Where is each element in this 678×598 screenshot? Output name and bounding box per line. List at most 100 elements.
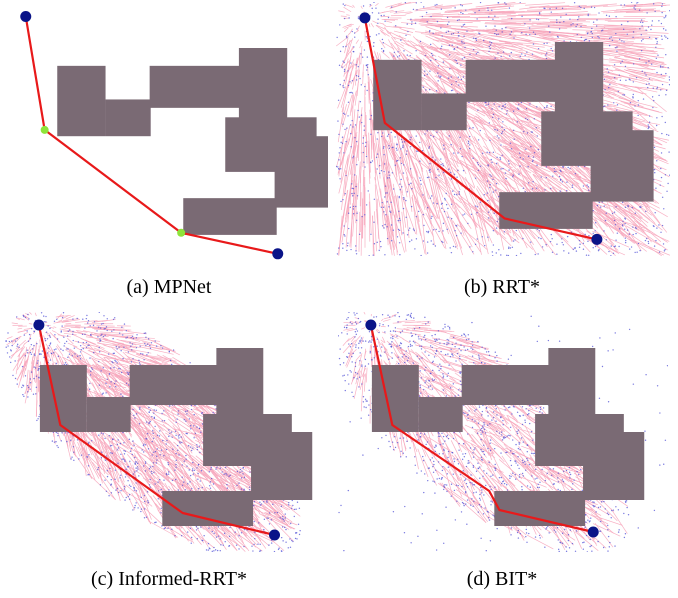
sample-point [131, 349, 133, 351]
tree-edge [373, 140, 377, 181]
sample-point [128, 438, 131, 441]
sample-point [437, 65, 440, 67]
sample-point [602, 29, 604, 31]
tree-edge [621, 43, 662, 46]
sample-point [342, 46, 344, 48]
tree-edge [376, 24, 386, 30]
sample-point [659, 65, 662, 67]
sample-point [559, 179, 562, 181]
sample-point [616, 232, 619, 234]
sample-point [35, 393, 37, 395]
sample-point [23, 395, 25, 398]
sample-point [406, 150, 408, 152]
tree-edge [422, 185, 431, 225]
obstacle [421, 93, 467, 131]
sample-point [362, 5, 365, 7]
sample-point [563, 40, 565, 42]
sample-point [485, 25, 487, 27]
sample-point [630, 2, 633, 3]
sample-point [409, 168, 412, 170]
sample-point [443, 148, 445, 150]
sample-point [138, 408, 141, 410]
sample-point [432, 32, 434, 35]
sample-point [168, 471, 170, 473]
tree-edge [138, 481, 160, 510]
tree-edge [410, 168, 421, 209]
sample-point [123, 485, 126, 488]
sample-point [549, 240, 552, 243]
caption-rrt-star: (b) RRT* [463, 276, 540, 298]
tree-edge [77, 441, 87, 464]
sample-point [463, 23, 466, 26]
tree-edge [551, 22, 588, 26]
sample-point [357, 109, 359, 112]
sample-point [660, 89, 662, 91]
tree-edge [94, 358, 128, 366]
tree-edge [510, 163, 540, 192]
sample-point [620, 62, 622, 64]
sample-point [639, 28, 641, 30]
tree-edge [618, 60, 659, 68]
sample-point [121, 326, 123, 328]
sample-point [558, 175, 561, 178]
tree-edge [118, 462, 139, 491]
sample-point [494, 128, 496, 131]
sample-point [605, 212, 607, 214]
tree-edge [588, 33, 629, 40]
sample-point [645, 29, 647, 31]
tree-edge [337, 86, 347, 109]
sample-point [67, 356, 69, 359]
tree-edge [358, 211, 360, 252]
tree-edge [17, 327, 23, 330]
sample-point [112, 337, 114, 340]
sample-point [494, 32, 496, 35]
tree-edge [602, 10, 643, 14]
tree-edge [360, 46, 363, 65]
sample-point [385, 214, 387, 216]
tree-edge [156, 354, 182, 367]
sample-point [342, 85, 344, 87]
sample-point [604, 219, 607, 222]
sample-point [148, 484, 151, 486]
sample-point [484, 244, 486, 247]
sample-point [97, 466, 100, 469]
tree-edge [406, 179, 425, 216]
tree-edge [35, 400, 38, 417]
sample-point [525, 33, 527, 36]
sample-point [434, 245, 437, 247]
tree-edge [6, 336, 13, 340]
sample-point [135, 346, 138, 349]
tree-edge [389, 31, 401, 38]
sample-point [294, 537, 297, 540]
sample-point [537, 18, 540, 21]
sample-point [631, 206, 633, 209]
sample-point [624, 65, 627, 68]
goal-node [272, 248, 284, 260]
tree-edge [474, 40, 502, 53]
tree-edge [594, 29, 635, 32]
tree-edge [460, 149, 476, 188]
tree-edge [424, 128, 451, 149]
sample-point [86, 456, 88, 458]
sample-point [429, 70, 431, 72]
sample-point [491, 161, 493, 164]
sample-point [457, 31, 460, 34]
sample-point [352, 50, 355, 53]
tree-edge [468, 43, 499, 61]
sample-point [447, 207, 449, 210]
sample-point [424, 133, 426, 135]
sample-point [192, 461, 194, 464]
tree-edge [34, 312, 37, 317]
tree-edge [119, 392, 144, 418]
sample-point [488, 152, 491, 154]
sample-point [431, 195, 433, 197]
sample-point [536, 106, 538, 108]
sample-point [216, 549, 219, 552]
sample-point [568, 252, 570, 254]
sample-point [489, 139, 491, 142]
sample-point [362, 151, 365, 154]
tree-edge [465, 151, 489, 186]
sample-point [628, 248, 631, 250]
tree-edge [525, 2, 566, 6]
sample-point [595, 25, 598, 27]
